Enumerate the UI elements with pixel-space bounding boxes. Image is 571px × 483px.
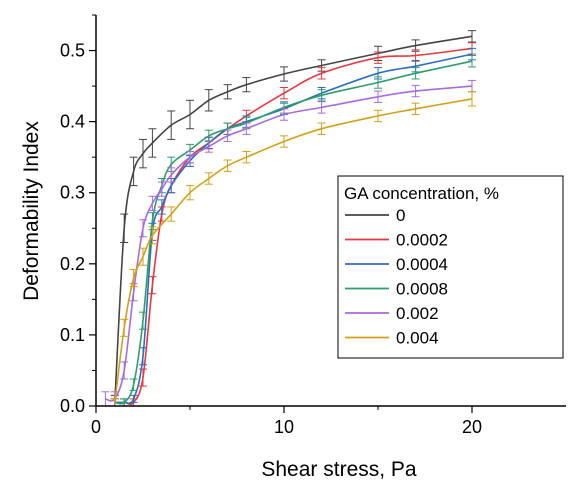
error-bar [317, 89, 326, 102]
legend-entry: 0 [345, 206, 405, 225]
error-bar [242, 77, 251, 93]
x-axis-title: Shear stress, Pa [261, 458, 417, 481]
error-bar [129, 269, 138, 288]
error-bar [374, 51, 382, 64]
error-bar [139, 219, 147, 238]
x-tick-label: 0 [91, 417, 101, 437]
error-bar [242, 122, 251, 135]
legend-box [337, 175, 564, 359]
y-tick-label: 0.0 [60, 396, 85, 416]
error-bar [317, 101, 326, 114]
error-bar [148, 128, 157, 158]
y-tick-label: 0.3 [60, 183, 85, 203]
legend-label: 0 [396, 206, 405, 225]
error-bar [129, 156, 138, 187]
error-bar [411, 102, 420, 116]
y-axis-title: Deformability Index [20, 121, 43, 301]
error-bar [411, 84, 420, 98]
error-bar [139, 138, 147, 169]
plot-area [101, 30, 476, 407]
series-6 [110, 91, 476, 407]
legend-label: 0.0008 [396, 280, 448, 299]
error-bar [280, 66, 288, 82]
y-tick-label: 0.1 [60, 325, 85, 345]
error-bar [374, 90, 382, 103]
error-bar [468, 55, 476, 68]
error-bar [242, 150, 251, 164]
legend-entry: 0.002 [345, 304, 439, 323]
error-bar [157, 199, 166, 215]
legend-entry: 0.0002 [345, 231, 448, 250]
error-bar [139, 247, 147, 266]
error-bar [148, 195, 157, 211]
error-bar [186, 99, 194, 130]
error-bar [280, 135, 288, 148]
legend-title: GA concentration, % [344, 184, 499, 203]
error-bar [280, 108, 288, 121]
error-bar [411, 67, 420, 80]
y-tick-label: 0.4 [60, 112, 85, 132]
error-bar [317, 67, 326, 80]
legend-items: 0 0.0002 0.0004 0.0008 0.002 0.004 [345, 206, 448, 348]
error-bar [148, 226, 157, 245]
series-line [114, 53, 473, 405]
error-bar [204, 172, 213, 185]
error-bar [223, 129, 232, 143]
error-bar [157, 181, 166, 197]
legend-label: 0.002 [396, 304, 439, 323]
error-bar [374, 76, 382, 89]
error-bar [223, 159, 232, 172]
error-bar [374, 109, 382, 123]
error-bar [167, 206, 176, 222]
y-tick-label: 0.2 [60, 254, 85, 274]
error-bar [120, 361, 129, 380]
y-tick-label: 0.5 [60, 41, 85, 61]
error-bar [148, 276, 157, 295]
legend: GA concentration, % 00.00020.00040.00080… [337, 175, 564, 359]
error-bar [101, 391, 110, 407]
error-bar [167, 110, 176, 140]
error-bar [139, 368, 147, 387]
error-bar [468, 91, 476, 107]
error-bar [223, 84, 232, 100]
error-bar [204, 89, 213, 112]
x-tick-label: 20 [462, 417, 482, 437]
legend-label: 0.004 [396, 329, 439, 348]
error-bar [186, 150, 194, 164]
legend-label: 0.0004 [396, 255, 448, 274]
axes: 0 10 20 0.0 0.1 0.2 0.3 0.4 0.5 [60, 14, 566, 437]
error-bar [120, 213, 129, 243]
series-line [114, 60, 473, 405]
series-line [114, 35, 473, 403]
legend-entry: 0.0008 [345, 280, 448, 299]
error-bar [317, 122, 326, 135]
error-bar [204, 140, 213, 153]
error-bar [139, 311, 147, 330]
legend-entry: 0.0004 [345, 255, 448, 274]
error-bar [120, 318, 129, 337]
error-bar [280, 87, 288, 100]
legend-label: 0.0002 [396, 231, 448, 250]
legend-entry: 0.004 [345, 329, 439, 348]
series-line [114, 47, 473, 406]
error-bar [167, 167, 176, 183]
error-bar [468, 30, 476, 43]
error-bar [186, 185, 194, 201]
x-tick-label: 10 [274, 417, 294, 437]
error-bar [129, 378, 138, 391]
